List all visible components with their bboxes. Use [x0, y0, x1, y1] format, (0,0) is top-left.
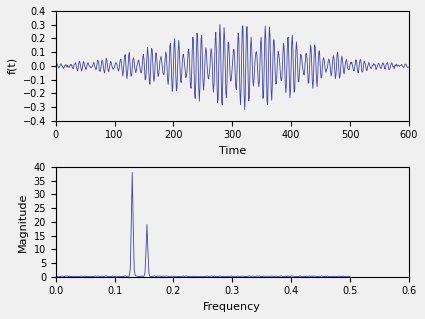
X-axis label: Time: Time [219, 146, 246, 156]
X-axis label: Frequency: Frequency [203, 302, 261, 312]
Y-axis label: f(t): f(t) [7, 57, 17, 74]
Y-axis label: Magnitude: Magnitude [18, 192, 28, 252]
